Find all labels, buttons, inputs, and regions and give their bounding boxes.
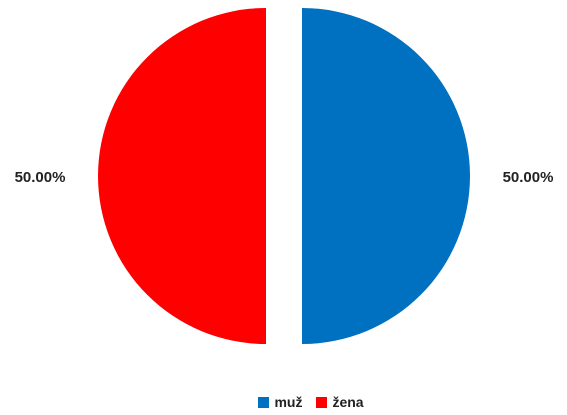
legend-swatch-zena	[316, 396, 328, 408]
pie-slice-muz[interactable]	[302, 8, 470, 344]
legend-label-zena: žena	[332, 394, 364, 410]
legend-item-muz[interactable]: muž	[258, 394, 302, 410]
data-label-muz: 50.00%	[503, 169, 554, 186]
legend-item-zena[interactable]: žena	[316, 394, 364, 410]
data-label-zena: 50.00%	[15, 169, 66, 186]
chart-legend: muž žena	[0, 392, 567, 412]
legend-swatch-muz	[258, 396, 270, 408]
pie-slice-zena[interactable]	[98, 8, 266, 344]
legend-label-muz: muž	[274, 394, 303, 410]
